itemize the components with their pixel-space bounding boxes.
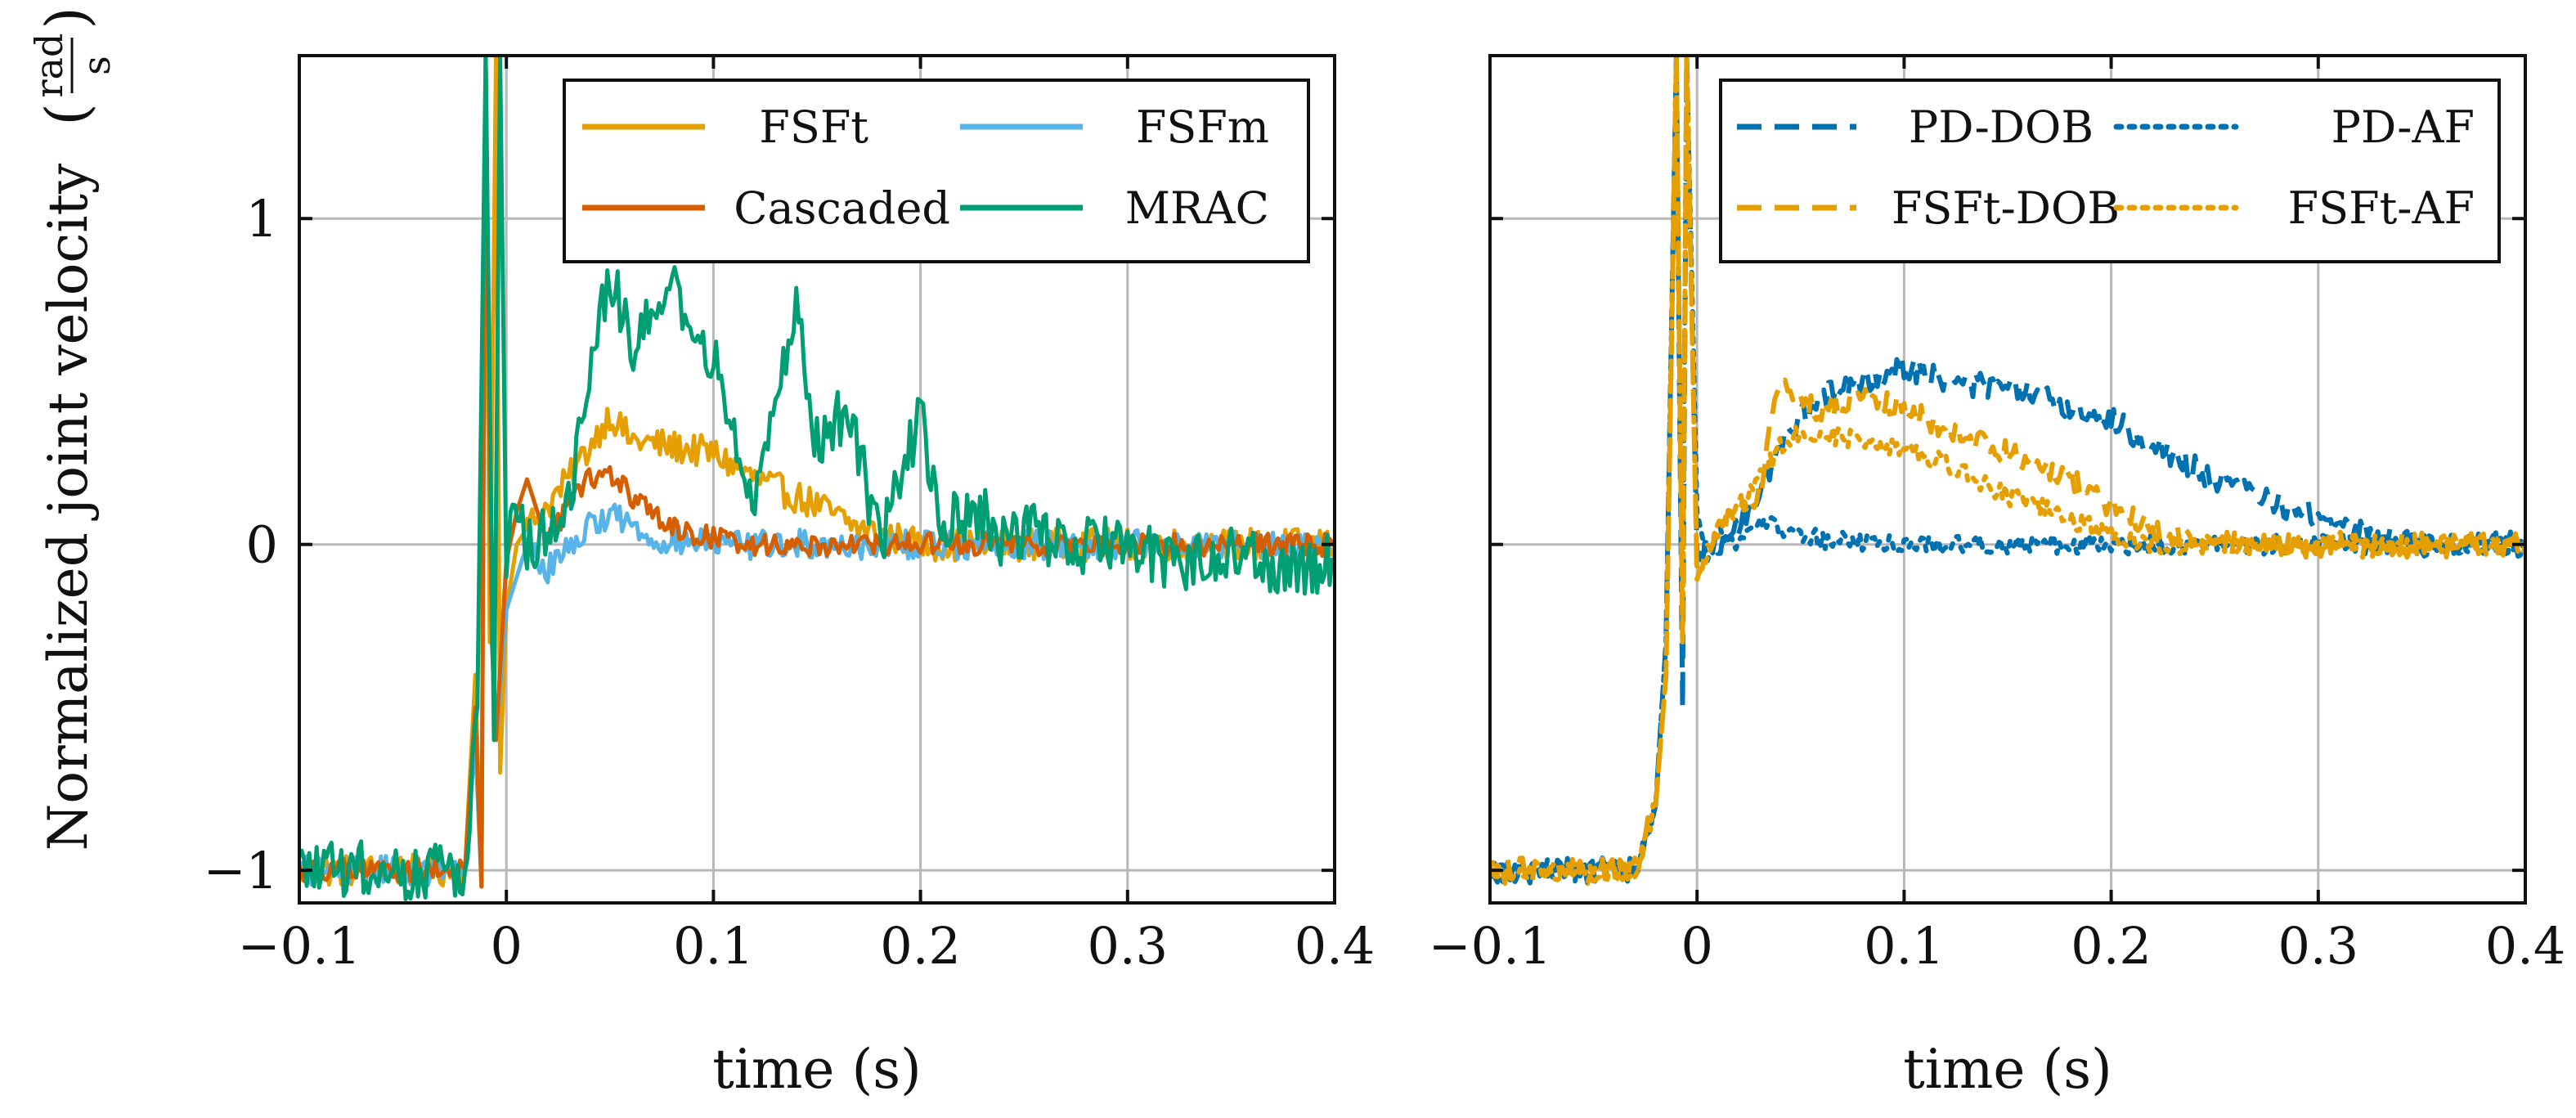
series-line-fsft-af — [1490, 56, 2525, 882]
plot-frame — [298, 54, 1336, 905]
x-tick-label: 0.1 — [1864, 916, 1945, 976]
legend: PD-DOB PD-AF FSFt-DOB FSFt-AF — [1719, 79, 2501, 263]
y-tick-label: −1 — [204, 841, 278, 900]
legend-label-fsft: FSFt — [759, 101, 868, 153]
y-tick-label: 1 — [246, 189, 278, 249]
axis-ticks: −0.1 0 0.1 0.2 0.3 0.4 — [1429, 56, 2566, 976]
x-tick-label: 0 — [490, 916, 522, 976]
legend-label-fsft-af: FSFt-AF — [2288, 182, 2475, 234]
x-tick-label: 0.4 — [1295, 916, 1376, 976]
y-axis-label: Normalized joint velocity — [37, 163, 100, 851]
legend-label-fsft-dob: FSFt-DOB — [1892, 182, 2120, 234]
x-axis-label: time (s) — [712, 1038, 922, 1101]
left-panel: −0.1 0 0.1 0.2 0.3 0.4 −1 0 1 time (s) FSFt FSFm… — [204, 54, 1376, 1101]
y-axis-unit-open-paren: ( — [34, 103, 101, 125]
x-tick-label: 0.3 — [1087, 916, 1168, 976]
x-tick-label: 0.1 — [673, 916, 754, 976]
legend-label-pd-af: PD-AF — [2331, 101, 2475, 153]
x-tick-label: −0.1 — [238, 916, 361, 976]
legend-label-pd-dob: PD-DOB — [1909, 101, 2094, 153]
x-tick-label: 0.4 — [2485, 916, 2566, 976]
y-axis-unit-denominator: s — [74, 56, 119, 75]
series-layer — [299, 56, 1335, 901]
y-axis-title: Normalized joint velocity ( rad s ) — [27, 7, 119, 851]
x-tick-label: 0 — [1681, 916, 1712, 976]
series-line-mrac — [299, 56, 1335, 901]
series-layer — [1490, 56, 2525, 887]
series-line-pd-af — [1490, 56, 2525, 882]
legend-label-mrac: MRAC — [1125, 182, 1269, 234]
right-panel: −0.1 0 0.1 0.2 0.3 0.4 time (s) PD-DOB PD-AF … — [1429, 54, 2566, 1101]
legend: FSFt FSFm Cascaded MRAC — [563, 79, 1310, 263]
legend-box — [563, 79, 1310, 263]
legend-label-fsfm: FSFm — [1136, 101, 1269, 153]
axis-ticks: −0.1 0 0.1 0.2 0.3 0.4 −1 0 1 — [204, 56, 1376, 976]
x-tick-label: 0.2 — [2071, 916, 2152, 976]
x-axis-label: time (s) — [1903, 1038, 2112, 1101]
legend-box — [1719, 79, 2501, 263]
plot-frame — [1488, 54, 2527, 905]
x-tick-label: 0.2 — [880, 916, 961, 976]
x-tick-label: 0.3 — [2278, 916, 2358, 976]
y-axis-unit-close-paren: ) — [34, 7, 101, 29]
y-tick-label: 0 — [246, 515, 278, 575]
y-axis-unit-numerator: rad — [27, 34, 71, 98]
legend-label-cascaded: Cascaded — [734, 182, 950, 234]
x-tick-label: −0.1 — [1429, 916, 1552, 976]
svg-text:Normalized joint velocity: Normalized joint velocity — [37, 163, 100, 851]
